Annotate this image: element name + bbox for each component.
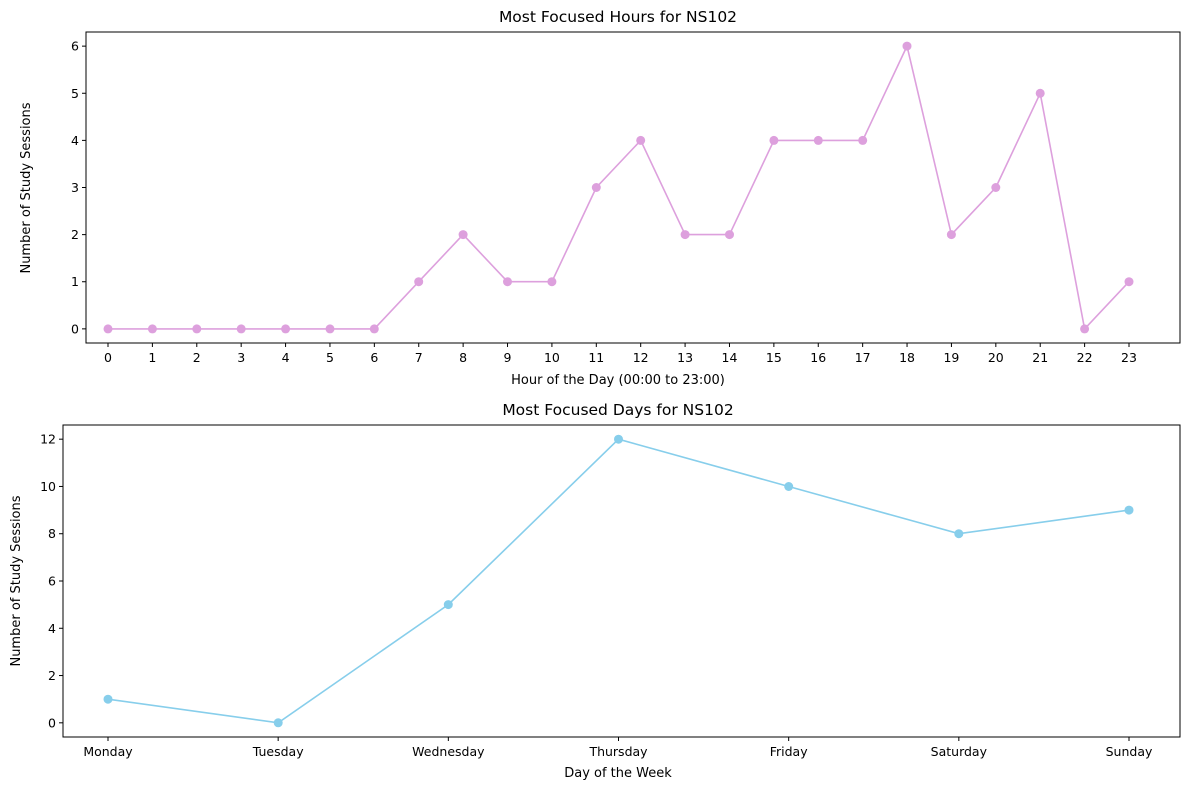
data-point-hour-9	[503, 277, 512, 287]
x-tick-label: 4	[282, 350, 290, 365]
y-tick-label: 0	[48, 715, 56, 730]
data-point-hour-10	[547, 277, 557, 287]
x-tick-label: 19	[943, 350, 959, 365]
data-point-hour-15	[769, 135, 779, 145]
y-tick-label: 10	[40, 479, 56, 494]
y-tick-label: 6	[71, 39, 79, 54]
data-point-hour-22	[1080, 324, 1090, 334]
y-tick-label: 0	[71, 321, 79, 336]
x-tick-label: 16	[810, 350, 826, 365]
data-point-hour-6	[369, 324, 379, 334]
data-point-hour-4	[281, 324, 291, 334]
data-point-hour-18	[902, 41, 912, 51]
data-point-hour-23	[1124, 277, 1134, 287]
x-tick-label: 15	[766, 350, 782, 365]
chart-title: Most Focused Days for NS102	[502, 401, 733, 419]
x-tick-label: Thursday	[588, 744, 648, 759]
x-tick-label: 17	[855, 350, 871, 365]
x-tick-label: 8	[459, 350, 467, 365]
x-tick-label: Monday	[83, 744, 133, 759]
data-point-hour-0	[103, 324, 113, 334]
x-tick-label: 9	[504, 350, 512, 365]
y-tick-label: 12	[40, 432, 56, 447]
data-point-day-tuesday	[273, 718, 283, 728]
x-tick-label: 3	[237, 350, 245, 365]
data-point-hour-20	[991, 183, 1001, 192]
data-point-hour-19	[946, 230, 956, 240]
x-tick-label: 22	[1077, 350, 1093, 365]
y-tick-label: 2	[71, 227, 79, 242]
data-point-hour-8	[458, 230, 468, 240]
series-line	[107, 438, 1130, 724]
y-tick-label: 5	[71, 86, 79, 101]
data-point-day-thursday	[614, 434, 623, 444]
y-tick-label: 8	[48, 526, 56, 541]
x-tick-label: Wednesday	[412, 744, 485, 759]
data-point-day-monday	[103, 694, 113, 704]
data-point-hour-13	[680, 230, 690, 240]
y-tick-label: 2	[48, 668, 56, 683]
x-tick-label: Tuesday	[252, 744, 304, 759]
data-point-day-wednesday	[443, 600, 453, 610]
days-chart: Most Focused Days for NS102 0 2 4 6 8 10 12 Mo…	[9, 401, 1181, 781]
x-tick-label: Friday	[770, 744, 808, 759]
data-point-hour-1	[147, 324, 157, 334]
x-tick-label: Sunday	[1106, 744, 1153, 759]
data-point-hour-7	[414, 277, 424, 287]
x-tick-label: 21	[1032, 350, 1048, 365]
y-tick-label: 4	[48, 621, 56, 636]
x-tick-label: Saturday	[931, 744, 988, 759]
y-axis-ticks: 0 1 2 3 4 5 6	[71, 39, 86, 336]
y-tick-label: 3	[71, 180, 79, 195]
x-tick-label: 14	[722, 350, 738, 365]
plot-frame	[62, 424, 1181, 738]
data-point-hour-5	[325, 324, 335, 334]
series-line	[108, 43, 1130, 331]
x-tick-label: 23	[1121, 350, 1137, 365]
data-point-hour-12	[636, 135, 646, 145]
x-tick-label: 0	[104, 350, 112, 365]
y-tick-label: 4	[71, 133, 79, 148]
chart-title: Most Focused Hours for NS102	[499, 8, 737, 26]
x-tick-label: 1	[148, 350, 156, 365]
x-axis-label: Day of the Week	[564, 766, 672, 781]
data-point-hour-16	[813, 135, 823, 145]
data-point-day-friday	[784, 482, 794, 491]
y-tick-label: 6	[48, 574, 56, 589]
data-point-hour-3	[236, 324, 246, 334]
y-axis-label: Number of Study Sessions	[19, 102, 34, 273]
y-axis-label: Number of Study Sessions	[9, 495, 24, 666]
y-tick-label: 1	[71, 274, 79, 289]
plot-frame	[85, 31, 1181, 344]
y-axis-ticks: 0 2 4 6 8 10 12	[40, 432, 63, 730]
data-point-hour-11	[591, 183, 601, 192]
x-tick-label: 10	[544, 350, 560, 365]
x-axis-ticks: 0 1 2 3 4 5 6 7 8 9 10 11 12 13 14 15 16 17 18 19 20 21 22 23	[104, 343, 1137, 365]
x-tick-label: 18	[899, 350, 915, 365]
hours-marks	[103, 41, 1134, 334]
data-point-hour-17	[858, 135, 868, 145]
x-tick-label: 12	[633, 350, 649, 365]
x-axis-label: Hour of the Day (00:00 to 23:00)	[511, 373, 725, 388]
days-marks	[103, 434, 1134, 728]
x-tick-label: 11	[588, 350, 604, 365]
x-tick-label: 6	[370, 350, 378, 365]
x-tick-label: 13	[677, 350, 693, 365]
data-point-day-sunday	[1124, 505, 1134, 515]
data-point-day-saturday	[954, 529, 964, 539]
x-tick-label: 2	[193, 350, 201, 365]
data-point-hour-2	[192, 324, 202, 334]
data-point-hour-21	[1035, 88, 1045, 98]
x-axis-ticks: Monday Tuesday Wednesday Thursday Friday Satu…	[83, 737, 1153, 759]
x-tick-label: 5	[326, 350, 334, 365]
data-point-hour-14	[725, 230, 734, 240]
x-tick-label: 20	[988, 350, 1004, 365]
x-tick-label: 7	[415, 350, 423, 365]
